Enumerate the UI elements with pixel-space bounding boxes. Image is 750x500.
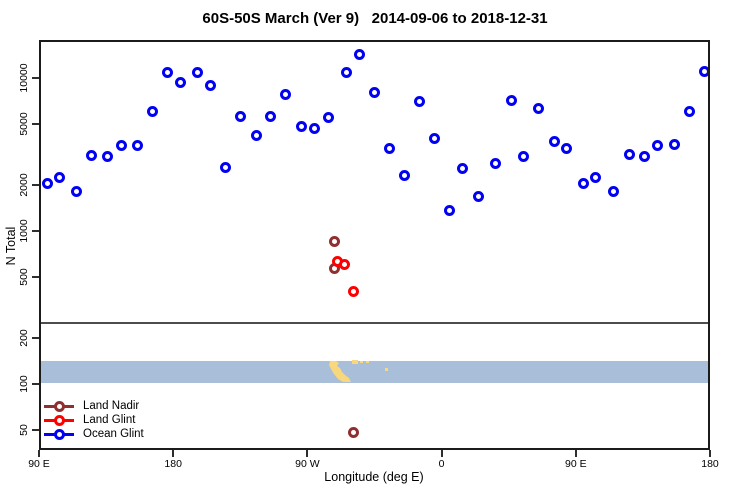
data-point-ocean-glint — [652, 140, 664, 152]
data-point-land-nadir — [348, 427, 360, 439]
data-point-ocean-glint — [161, 66, 173, 78]
legend-marker-icon — [44, 414, 74, 426]
data-point-ocean-glint — [115, 140, 127, 152]
plot-frame — [39, 40, 710, 450]
y-tick-mark — [32, 382, 39, 385]
y-tick-label: 1000 — [18, 219, 30, 243]
y-axis-title: N Total — [4, 226, 18, 266]
legend-circle-icon — [54, 414, 65, 426]
data-point-ocean-glint — [589, 172, 601, 184]
x-tick-label: 90 E — [28, 458, 50, 470]
data-point-ocean-glint — [533, 103, 545, 115]
data-point-ocean-glint — [264, 111, 276, 123]
legend-marker-icon — [44, 428, 74, 440]
data-point-ocean-glint — [219, 162, 231, 174]
data-point-ocean-glint — [191, 67, 203, 79]
y-tick-mark — [32, 428, 39, 431]
data-point-land-glint — [348, 286, 360, 298]
reference-line — [39, 322, 710, 325]
data-point-ocean-glint — [42, 178, 54, 190]
data-point-ocean-glint — [443, 205, 455, 217]
data-point-ocean-glint — [518, 151, 530, 163]
data-point-ocean-glint — [383, 142, 395, 154]
data-point-land-glint — [339, 259, 351, 271]
data-point-ocean-glint — [146, 106, 158, 118]
x-axis-title: Longitude (deg E) — [324, 470, 424, 484]
data-point-ocean-glint — [607, 185, 619, 197]
data-point-ocean-glint — [549, 135, 561, 147]
y-tick-label: 50 — [18, 424, 30, 436]
data-point-ocean-glint — [322, 112, 334, 124]
data-point-ocean-glint — [131, 140, 143, 152]
data-point-ocean-glint — [683, 105, 695, 117]
legend-label: Land Nadir — [83, 400, 140, 412]
data-point-ocean-glint — [204, 80, 216, 92]
data-point-ocean-glint — [279, 89, 291, 101]
chart-title: 60S-50S March (Ver 9) 2014-09-06 to 2018… — [202, 10, 548, 27]
y-tick-mark — [32, 76, 39, 79]
data-point-ocean-glint — [398, 170, 410, 182]
data-point-ocean-glint — [54, 171, 66, 183]
data-point-ocean-glint — [668, 139, 680, 151]
data-point-ocean-glint — [234, 111, 246, 123]
data-point-ocean-glint — [70, 185, 82, 197]
x-tick-label: 0 — [438, 458, 445, 470]
legend-item-land-nadir: Land Nadir — [44, 399, 144, 413]
x-tick-mark — [440, 450, 443, 457]
data-point-ocean-glint — [428, 133, 440, 145]
data-point-ocean-glint — [354, 48, 366, 60]
x-tick-label: 90 W — [295, 458, 320, 470]
x-tick-label: 180 — [164, 458, 182, 470]
legend-label: Ocean Glint — [83, 428, 144, 440]
map-ocean-band — [39, 361, 710, 383]
legend-circle-icon — [54, 428, 65, 440]
data-point-ocean-glint — [456, 163, 468, 175]
y-tick-label: 10000 — [18, 63, 30, 93]
map-land-shapes — [329, 360, 388, 382]
data-point-ocean-glint — [85, 150, 97, 162]
data-point-ocean-glint — [413, 96, 425, 108]
data-point-ocean-glint — [295, 121, 307, 133]
y-tick-mark — [32, 183, 39, 186]
x-tick-mark — [306, 450, 309, 457]
data-point-ocean-glint — [175, 77, 187, 89]
x-tick-mark — [172, 450, 175, 457]
data-point-ocean-glint — [698, 65, 710, 77]
y-tick-mark — [32, 229, 39, 232]
data-point-ocean-glint — [489, 158, 501, 170]
y-tick-mark — [32, 122, 39, 125]
data-point-ocean-glint — [340, 67, 352, 79]
data-point-ocean-glint — [309, 123, 321, 135]
x-tick-mark — [709, 450, 711, 457]
data-point-ocean-glint — [506, 95, 518, 107]
x-tick-mark — [38, 450, 40, 457]
data-point-ocean-glint — [102, 151, 114, 163]
legend-label: Land Glint — [83, 414, 136, 426]
x-tick-label: 180 — [701, 458, 719, 470]
legend-item-ocean-glint: Ocean Glint — [44, 427, 144, 441]
data-point-ocean-glint — [577, 178, 589, 190]
data-point-ocean-glint — [638, 151, 650, 163]
y-tick-label: 200 — [18, 329, 30, 347]
data-point-ocean-glint — [251, 130, 263, 142]
data-point-ocean-glint — [473, 191, 485, 203]
legend: Land Nadir Land Glint Ocean Glint — [44, 399, 144, 441]
y-tick-mark — [32, 275, 39, 278]
data-point-ocean-glint — [369, 87, 380, 99]
plot-area: 50 100 200 500 1000 2000 5000 10000 90 E 180 90 W 0… — [18, 40, 719, 470]
data-point-ocean-glint — [623, 148, 635, 160]
data-point-ocean-glint — [561, 143, 573, 155]
y-tick-mark — [32, 336, 39, 339]
legend-marker-icon — [44, 400, 74, 412]
data-point-land-nadir — [328, 236, 340, 248]
x-tick-label: 90 E — [564, 458, 587, 470]
x-tick-mark — [574, 450, 577, 457]
legend-circle-icon — [54, 400, 65, 412]
y-tick-label: 100 — [18, 375, 30, 393]
y-tick-label: 5000 — [18, 112, 30, 136]
y-tick-label: 2000 — [18, 173, 30, 197]
legend-item-land-glint: Land Glint — [44, 413, 144, 427]
y-tick-label: 500 — [18, 268, 30, 286]
